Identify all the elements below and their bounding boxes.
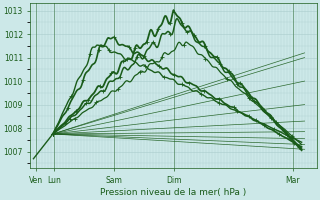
X-axis label: Pression niveau de la mer( hPa ): Pression niveau de la mer( hPa ) (100, 188, 247, 197)
